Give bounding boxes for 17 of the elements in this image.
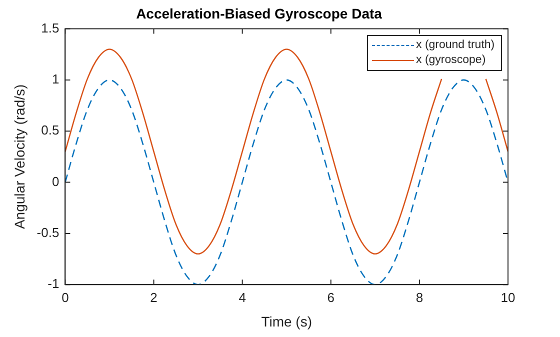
y-tick-label: 0 (52, 174, 60, 189)
y-tick-label: 1 (52, 72, 60, 87)
y-tick-label: -1 (48, 276, 60, 292)
x-tick-label: 10 (500, 290, 516, 305)
chart-title: Acceleration-Biased Gyroscope Data (136, 5, 382, 22)
x-tick-label: 4 (238, 290, 246, 305)
y-axis-title: Angular Velocity (rad/s) (11, 84, 28, 230)
x-tick-label: 0 (62, 290, 69, 305)
y-tick-label: 0.5 (41, 122, 60, 138)
x-tick-label: 2 (150, 290, 158, 305)
y-tick-label: -0.5 (36, 225, 60, 240)
x-axis-title: Time (s) (261, 313, 312, 330)
x-tick-label: 8 (416, 290, 424, 305)
y-tick-label: 1.5 (41, 20, 60, 36)
x-tick-label: 6 (327, 290, 334, 305)
legend-label: x (gyroscope) (416, 54, 486, 66)
legend-label: x (ground truth) (416, 39, 495, 52)
